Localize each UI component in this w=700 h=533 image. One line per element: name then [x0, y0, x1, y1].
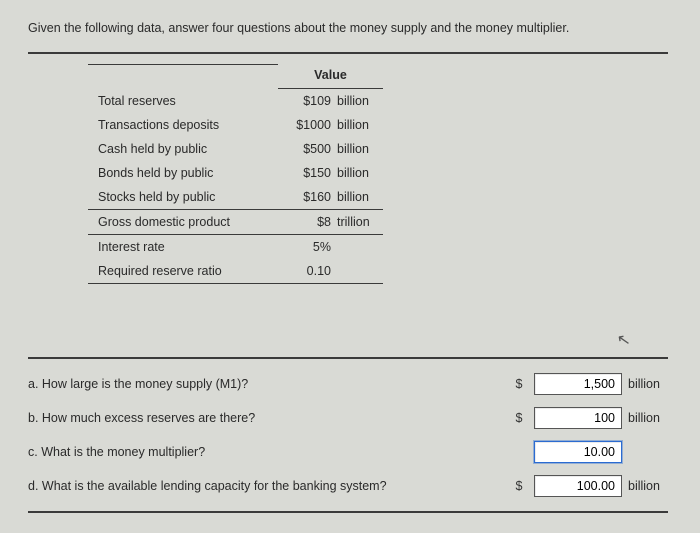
- currency-label: $: [510, 479, 528, 493]
- answer-c-input[interactable]: [534, 441, 622, 463]
- answers-block: a. How large is the money supply (M1)? $…: [28, 357, 668, 513]
- question-row-a: a. How large is the money supply (M1)? $…: [28, 367, 668, 401]
- row-label: Cash held by public: [88, 137, 278, 161]
- row-unit: trillion: [333, 210, 383, 235]
- row-label: Bonds held by public: [88, 161, 278, 185]
- divider-qa-top: [28, 357, 668, 359]
- question-row-c: c. What is the money multiplier?: [28, 435, 668, 469]
- row-unit: billion: [333, 161, 383, 185]
- question-prompt: Given the following data, answer four qu…: [28, 20, 672, 38]
- answer-d-unit: billion: [628, 479, 668, 493]
- row-label: Stocks held by public: [88, 185, 278, 210]
- row-unit: billion: [333, 89, 383, 114]
- row-unit: [333, 259, 383, 284]
- answer-a-unit: billion: [628, 377, 668, 391]
- col-header-value: Value: [278, 64, 383, 89]
- currency-label: $: [510, 411, 528, 425]
- row-value: $160: [278, 185, 333, 210]
- cursor-icon: ↖: [615, 329, 632, 351]
- row-label: Transactions deposits: [88, 113, 278, 137]
- row-value: $150: [278, 161, 333, 185]
- question-a-text: a. How large is the money supply (M1)?: [28, 377, 450, 391]
- row-value: $500: [278, 137, 333, 161]
- currency-label: $: [510, 377, 528, 391]
- row-value: 0.10: [278, 259, 333, 284]
- row-unit: billion: [333, 113, 383, 137]
- question-c-text: c. What is the money multiplier?: [28, 445, 450, 459]
- row-value: $8: [278, 210, 333, 235]
- row-unit: billion: [333, 185, 383, 210]
- row-unit: billion: [333, 137, 383, 161]
- answer-a-input[interactable]: [534, 373, 622, 395]
- answer-b-input[interactable]: [534, 407, 622, 429]
- question-row-d: d. What is the available lending capacit…: [28, 469, 668, 503]
- row-value: $109: [278, 89, 333, 114]
- answer-b-unit: billion: [628, 411, 668, 425]
- row-label: Required reserve ratio: [88, 259, 278, 284]
- question-d-text: d. What is the available lending capacit…: [28, 479, 450, 493]
- data-table: Value Total reserves$109billion Transact…: [88, 64, 383, 285]
- row-unit: [333, 235, 383, 260]
- row-label: Total reserves: [88, 89, 278, 114]
- row-value: $1000: [278, 113, 333, 137]
- question-b-text: b. How much excess reserves are there?: [28, 411, 450, 425]
- answer-d-input[interactable]: [534, 475, 622, 497]
- divider-qa-bottom: [28, 511, 668, 513]
- divider-top: [28, 52, 668, 54]
- row-value: 5%: [278, 235, 333, 260]
- question-row-b: b. How much excess reserves are there? $…: [28, 401, 668, 435]
- row-label: Gross domestic product: [88, 210, 278, 235]
- row-label: Interest rate: [88, 235, 278, 260]
